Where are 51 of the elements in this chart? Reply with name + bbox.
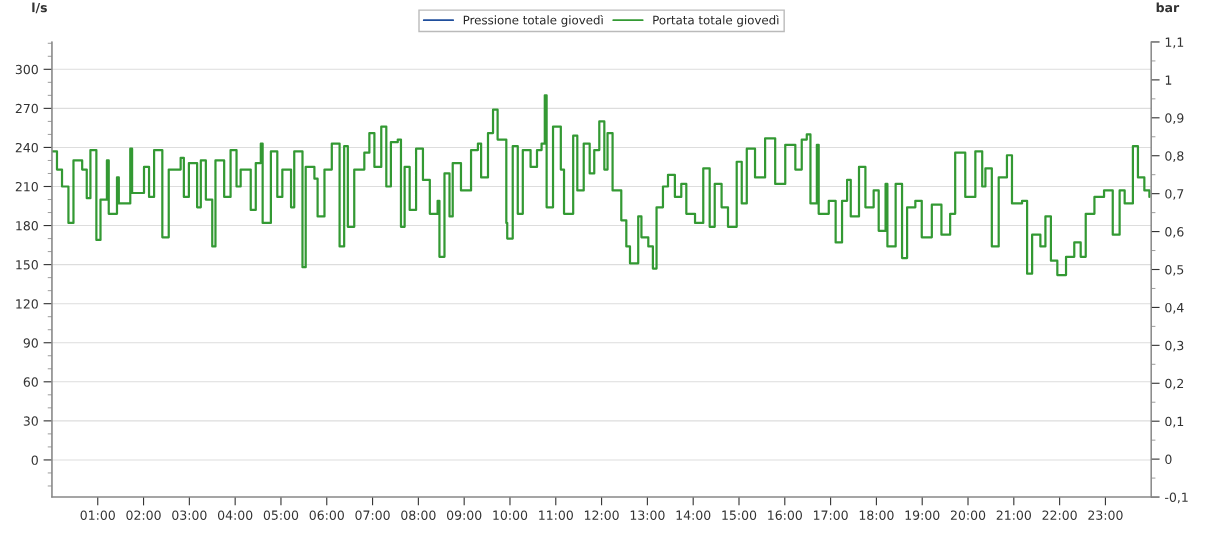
x-tick-label: 03:00 [172, 510, 207, 520]
x-tick-label: 04:00 [217, 510, 253, 520]
y-tick-label: 180 [16, 221, 38, 231]
y2-tick-label: 0,3 [1165, 340, 1184, 352]
y-tick-label: 120 [16, 299, 38, 309]
y2-tick-label: -0,1 [1165, 492, 1188, 504]
y-tick-label: 30 [23, 416, 38, 426]
x-tick-label: 21:00 [996, 510, 1031, 520]
y-tick-label: 150 [16, 260, 38, 270]
legend-label: Pressione totale giovedì [463, 14, 603, 27]
x-tick-label: 01:00 [80, 510, 115, 520]
y-tick-label: 90 [23, 338, 38, 348]
y2-tick-label: 0,1 [1165, 416, 1184, 428]
y2-tick-label: 0 [1165, 454, 1172, 465]
x-tick-label: 05:00 [263, 510, 299, 520]
y-tick-label: 270 [15, 103, 38, 114]
x-tick-label: 18:00 [859, 510, 894, 520]
x-tick-label: 10:00 [493, 510, 528, 520]
x-tick-label: 08:00 [401, 510, 436, 520]
x-tick-label: 11:00 [539, 510, 573, 520]
x-tick-label: 20:00 [950, 510, 986, 520]
y2-tick-label: 0,4 [1165, 302, 1184, 314]
x-tick-label: 02:00 [126, 510, 161, 520]
x-tick-label: 06:00 [309, 510, 344, 520]
y-tick-label: 300 [15, 64, 38, 75]
x-tick-label: 13:00 [630, 510, 665, 520]
x-tick-label: 14:00 [676, 510, 711, 520]
y-axis-title: l/s [32, 2, 47, 14]
y2-tick-label: 0,9 [1165, 113, 1184, 125]
x-tick-label: 16:00 [768, 510, 802, 520]
y2-tick-label: 0,7 [1165, 189, 1184, 200]
y2-tick-label: 1,1 [1165, 37, 1184, 49]
x-tick-label: 15:00 [722, 510, 757, 520]
x-tick-label: 22:00 [1042, 510, 1077, 520]
x-tick-label: 19:00 [905, 510, 940, 520]
y2-tick-label: 0,8 [1165, 151, 1184, 162]
x-tick-label: 07:00 [355, 510, 390, 520]
x-tick-label: 17:00 [813, 510, 848, 520]
y2-axis-title: bar [1156, 2, 1180, 13]
y-tick-label: 60 [23, 377, 38, 387]
x-tick-label: 09:00 [446, 510, 482, 520]
y2-tick-label: 0,6 [1165, 227, 1184, 238]
x-tick-label: 12:00 [584, 510, 619, 520]
y-tick-label: 210 [15, 181, 38, 192]
x-tick-label: 23:00 [1088, 510, 1123, 520]
y2-tick-label: 0,2 [1165, 378, 1184, 390]
y2-tick-label: 0,5 [1165, 264, 1184, 276]
y-tick-label: 240 [15, 142, 38, 153]
y-tick-label: 0 [31, 455, 38, 465]
y2-tick-label: 1 [1165, 75, 1172, 85]
legend-label: Portata totale giovedì [653, 14, 779, 27]
